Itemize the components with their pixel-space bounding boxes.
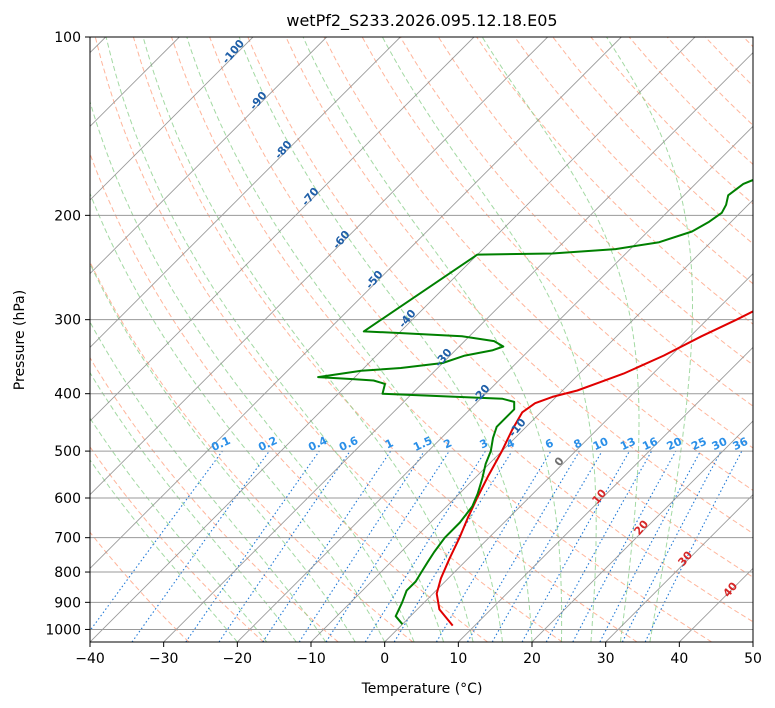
dry-adiabat-line bbox=[132, 37, 638, 642]
isotherm-line bbox=[458, 346, 753, 642]
moist-adiabat-line bbox=[90, 417, 268, 642]
isotherm-line bbox=[90, 37, 401, 348]
moist-adiabats bbox=[90, 37, 693, 642]
mixing-ratio-line bbox=[298, 450, 425, 642]
y-tick-label: 200 bbox=[54, 208, 81, 224]
chart-title: wetPf2_S233.2026.095.12.18.E05 bbox=[286, 11, 557, 31]
dry-adiabat-line bbox=[285, 37, 753, 535]
x-tick-label: 50 bbox=[744, 651, 762, 667]
dry-adiabat-line bbox=[247, 37, 753, 578]
x-tick-label: −20 bbox=[223, 651, 253, 667]
mixing-ratio-line bbox=[262, 450, 392, 642]
x-tick-label: −40 bbox=[75, 651, 105, 667]
moist-adiabat-line bbox=[481, 37, 640, 642]
temperature-profile-line bbox=[435, 310, 753, 627]
isotherm-line bbox=[90, 37, 696, 642]
plot-frame bbox=[89, 36, 754, 643]
isotherm-line bbox=[90, 37, 475, 422]
y-tick-label: 900 bbox=[54, 595, 81, 611]
isotherm-line bbox=[531, 420, 753, 642]
y-tick-label: 800 bbox=[54, 565, 81, 581]
moist-adiabat-line bbox=[186, 37, 503, 642]
dry-adiabat-line bbox=[514, 37, 753, 285]
x-tick-label: 30 bbox=[597, 651, 615, 667]
dry-adiabat-line bbox=[94, 37, 563, 642]
x-tick-label: −30 bbox=[149, 651, 179, 667]
dry-adiabat-line bbox=[399, 37, 753, 407]
y-axis-ticks: 100 200 300 400 500 600 700 800 900 1000 bbox=[45, 30, 90, 638]
y-tick-label: 600 bbox=[54, 491, 81, 507]
dry-adiabat-line bbox=[437, 37, 753, 366]
moist-adiabat-line bbox=[381, 37, 597, 642]
dry-adiabat-line bbox=[171, 37, 712, 642]
mixing-ratio-label: 13 bbox=[618, 435, 637, 453]
mixing-ratio-line bbox=[644, 450, 743, 642]
isotherm-line bbox=[163, 52, 753, 642]
isotherm-line bbox=[90, 37, 327, 275]
isotherm-line bbox=[310, 199, 753, 642]
dry-adiabat-line bbox=[361, 37, 753, 449]
mixing-ratio-line bbox=[393, 450, 513, 642]
dry-adiabat-line bbox=[323, 37, 753, 491]
mixing-ratio-line bbox=[131, 450, 270, 642]
mixing-ratio-lines bbox=[90, 450, 743, 642]
isotherm-line bbox=[90, 37, 622, 569]
x-tick-label: 10 bbox=[449, 651, 467, 667]
dry-adiabats bbox=[90, 37, 753, 642]
moist-adiabat-line bbox=[105, 37, 445, 642]
moist-adiabat-line bbox=[142, 37, 474, 642]
mixing-ratio-line bbox=[218, 450, 351, 642]
dewpoint-profile-line bbox=[317, 178, 753, 625]
moist-adiabat-line bbox=[606, 37, 693, 642]
mixing-ratio-line bbox=[185, 450, 320, 642]
isotherm-line bbox=[237, 125, 753, 642]
x-tick-label: 0 bbox=[380, 651, 389, 667]
isotherm-line bbox=[384, 273, 753, 642]
mixing-ratio-line bbox=[545, 450, 653, 642]
mixing-ratio-label: 16 bbox=[640, 435, 660, 453]
profile-lines bbox=[317, 178, 753, 627]
y-tick-label: 400 bbox=[54, 387, 81, 403]
x-axis-ticks: −40 −30 −20 −10 0 10 20 30 40 50 bbox=[75, 642, 762, 667]
y-tick-label: 300 bbox=[54, 313, 81, 329]
dry-adiabat-line bbox=[209, 37, 753, 623]
moist-adiabat-line bbox=[90, 459, 238, 642]
dry-adiabat-line bbox=[90, 531, 190, 642]
isotherm-line bbox=[605, 494, 753, 642]
mixing-ratio-label: 30 bbox=[710, 435, 730, 453]
isotherm-line bbox=[90, 37, 548, 496]
mixing-ratio-line bbox=[325, 450, 450, 642]
moist-adiabat-line bbox=[302, 37, 563, 642]
moist-adiabat-line bbox=[90, 192, 386, 642]
y-tick-label: 1000 bbox=[45, 622, 81, 638]
dry-adiabat-line bbox=[90, 152, 488, 642]
x-tick-label: 20 bbox=[523, 651, 541, 667]
mixing-ratio-line bbox=[90, 450, 223, 632]
x-axis-label: Temperature (°C) bbox=[361, 681, 483, 697]
skewed-isotherms bbox=[90, 37, 753, 642]
mixing-ratio-line bbox=[572, 450, 677, 642]
dry-adiabat-line bbox=[90, 446, 264, 642]
x-tick-label: 40 bbox=[670, 651, 688, 667]
y-tick-label: 100 bbox=[54, 30, 81, 46]
mixing-ratio-label: 36 bbox=[731, 435, 751, 453]
isotherm-line bbox=[90, 37, 254, 201]
y-tick-label: 500 bbox=[54, 444, 81, 460]
moist-adiabat-line bbox=[90, 321, 327, 642]
mixing-ratio-label: 25 bbox=[689, 435, 708, 453]
y-tick-label: 700 bbox=[54, 531, 81, 547]
x-tick-label: −10 bbox=[296, 651, 326, 667]
moist-adiabat-line bbox=[90, 262, 356, 642]
mixing-ratio-label: 20 bbox=[665, 435, 685, 453]
y-axis-label: Pressure (hPa) bbox=[12, 290, 28, 390]
mixing-ratio-label: 10 bbox=[591, 435, 611, 453]
dry-adiabat-line bbox=[90, 356, 339, 642]
mixing-ratio-line bbox=[521, 450, 630, 642]
moist-adiabat-line bbox=[238, 37, 533, 642]
